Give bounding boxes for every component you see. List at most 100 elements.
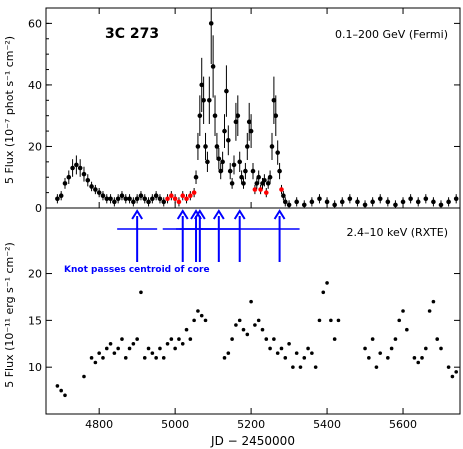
bottom-data-point: [112, 351, 117, 355]
top-y-label: 5 Flux (10⁻⁷ phot s⁻¹ cm⁻²): [3, 36, 16, 184]
top-data-point: [438, 202, 444, 208]
top-data-point: [241, 181, 246, 186]
top-y-tick-label: 60: [28, 17, 42, 30]
bottom-data-point: [446, 365, 451, 369]
top-data-point: [256, 174, 261, 180]
bottom-data-point: [131, 341, 136, 346]
bottom-data-point: [256, 318, 261, 323]
bottom-data-point: [401, 309, 405, 313]
top-data-point: [210, 64, 216, 69]
top-data-point: [258, 187, 263, 192]
top-data-point: [239, 174, 244, 180]
top-data-point: [269, 144, 275, 149]
bottom-data-point: [234, 323, 238, 327]
bottom-data-point: [435, 337, 440, 341]
bottom-data-point: [306, 346, 310, 351]
top-data-point: [262, 178, 267, 183]
knot-arrow: [259, 209, 300, 262]
top-data-point: [150, 196, 155, 202]
top-data-point: [286, 202, 292, 208]
top-data-point: [370, 199, 375, 205]
top-data-point: [66, 174, 72, 180]
bottom-data-point: [298, 365, 303, 369]
top-panel-marks: 0 20 40 60: [28, 8, 460, 215]
top-data-point: [250, 168, 256, 174]
x-tick-label: 5400: [313, 418, 341, 431]
bottom-data-point: [363, 346, 367, 351]
top-data-point: [309, 199, 315, 205]
top-data-point: [332, 202, 337, 208]
bottom-data-point: [123, 356, 128, 360]
bottom-data-point: [116, 346, 120, 351]
bottom-data-point: [104, 346, 109, 351]
top-data-point: [208, 21, 214, 26]
top-data-point: [282, 199, 288, 205]
top-data-point: [119, 193, 125, 198]
bottom-data-point: [127, 346, 132, 351]
bottom-data-point: [150, 351, 155, 355]
top-data-point: [81, 171, 87, 177]
bottom-data-point: [184, 327, 189, 332]
bottom-data-point: [291, 365, 295, 369]
top-data-point: [112, 199, 117, 205]
top-data-point: [138, 193, 144, 198]
bottom-data-point: [397, 318, 402, 323]
bottom-data-point: [158, 346, 162, 351]
top-data-point: [226, 138, 231, 143]
bottom-data-point: [264, 337, 269, 341]
bottom-data-point: [222, 356, 227, 360]
bottom-data-point: [59, 388, 63, 393]
top-data-point: [273, 113, 279, 118]
top-data-point: [77, 165, 83, 171]
bottom-y-tick-label: 15: [28, 314, 42, 327]
bottom-data-point: [378, 351, 383, 355]
top-data-point: [58, 193, 64, 198]
top-data-point: [229, 181, 235, 186]
top-data-point: [415, 199, 421, 205]
top-data-point: [233, 119, 239, 125]
knot-arrow: [117, 209, 158, 262]
knot-arrow: [219, 209, 260, 262]
top-data-point: [195, 144, 201, 149]
top-data-point: [385, 199, 391, 205]
top-data-point: [142, 196, 148, 202]
bottom-data-point: [161, 356, 166, 360]
top-data-point: [265, 181, 271, 186]
top-data-point: [108, 196, 113, 202]
top-data-point: [193, 174, 199, 180]
bottom-data-point: [241, 327, 246, 332]
bottom-data-point: [302, 356, 307, 360]
bottom-data-point: [367, 356, 371, 360]
x-tick-label: 5600: [389, 418, 417, 431]
top-data-point: [172, 196, 178, 202]
top-data-point: [220, 159, 225, 165]
top-data-point: [254, 181, 260, 186]
bottom-panel-marks: 10 15 20 4800 5000 5200 5400 5600: [28, 209, 460, 431]
bottom-data-point: [336, 318, 341, 323]
top-y-tick-label: 40: [28, 79, 42, 92]
top-data-point: [294, 199, 299, 205]
top-data-point: [201, 98, 206, 103]
top-data-point: [277, 168, 282, 174]
top-data-point: [248, 128, 254, 134]
bottom-y-tick-label: 20: [28, 268, 42, 281]
top-data-point: [393, 202, 398, 208]
bottom-data-point: [203, 318, 208, 323]
bottom-data-point: [454, 370, 459, 374]
bottom-data-point: [245, 332, 250, 337]
top-data-point: [127, 196, 132, 202]
top-data-point: [214, 144, 220, 149]
x-tick-label: 4800: [85, 418, 113, 431]
bottom-data-point: [226, 351, 231, 355]
bottom-panel-frame: [45, 207, 461, 415]
top-data-point: [263, 190, 269, 195]
bottom-data-point: [230, 337, 234, 341]
bottom-data-point: [420, 356, 424, 360]
bottom-data-point: [272, 337, 276, 341]
top-data-point: [176, 199, 182, 205]
bottom-data-point: [97, 351, 101, 355]
top-data-point: [245, 144, 250, 149]
top-data-point: [271, 98, 277, 103]
top-data-point: [317, 196, 322, 202]
top-data-point: [235, 113, 241, 118]
